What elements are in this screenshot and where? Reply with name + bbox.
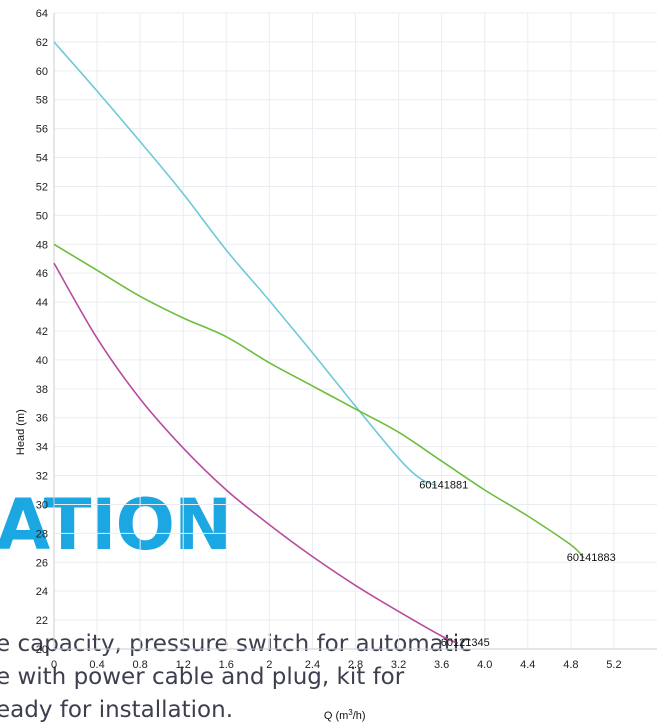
x-axis-label-sup: 3 [348, 708, 353, 717]
x-tick-label: 3.2 [391, 659, 406, 671]
y-tick-label: 34 [36, 442, 48, 454]
y-tick-label: 50 [36, 210, 48, 222]
x-tick-label: 1.2 [176, 659, 191, 671]
y-tick-label: 54 [36, 153, 48, 165]
chart-grid [53, 12, 657, 650]
x-axis-label-base: Q (m [324, 710, 348, 722]
x-tick-label: 4.0 [477, 659, 492, 671]
y-tick-label: 28 [36, 528, 48, 540]
y-tick-label: 30 [36, 499, 48, 511]
x-tick-label: 1.6 [219, 659, 234, 671]
y-tick-label: 40 [36, 355, 48, 367]
series-line-60121345 [53, 262, 459, 644]
x-tick-label: 0.8 [132, 659, 147, 671]
x-tick-label: 2 [266, 659, 272, 671]
y-tick-label: 38 [36, 384, 48, 396]
y-tick-label: 64 [36, 8, 48, 20]
chart-series [53, 41, 585, 644]
series-label-60141883: 60141883 [567, 552, 616, 564]
y-tick-label: 20 [36, 644, 48, 656]
y-tick-label: 42 [36, 326, 48, 338]
y-tick-label: 22 [36, 615, 48, 627]
y-tick-label: 62 [36, 37, 48, 49]
series-label-60121345: 60121345 [441, 637, 490, 649]
series-line-60141883 [53, 243, 585, 559]
y-tick-labels: 20 22 24 26 28 30 32 34 36 38 40 42 44 46 48 50 52 54 56 58… [36, 8, 48, 656]
x-tick-label: 2.4 [305, 659, 320, 671]
y-tick-label: 26 [36, 557, 48, 569]
series-line-60141881 [53, 41, 437, 487]
y-tick-label: 44 [36, 297, 48, 309]
x-tick-labels: 0 0.4 0.8 1.2 1.6 2 2.4 2.8 3.2 3.6 4.0 4.4 4.8 5.2 [51, 659, 622, 671]
x-tick-label: 0 [51, 659, 57, 671]
x-axis-label-end: /h) [353, 710, 366, 722]
y-tick-label: 24 [36, 586, 48, 598]
y-tick-label: 52 [36, 181, 48, 193]
x-tick-label: 5.2 [606, 659, 621, 671]
x-tick-label: 4.4 [520, 659, 535, 671]
chart-axes [53, 13, 657, 650]
background-text-line-3: eady for installation. [0, 697, 234, 723]
background-text-line-2: e with power cable and plug, kit for [0, 664, 405, 690]
series-labels: 60141881 60141883 60121345 [419, 480, 615, 650]
y-tick-label: 46 [36, 268, 48, 280]
x-tick-label: 0.4 [89, 659, 104, 671]
y-tick-label: 60 [36, 66, 48, 78]
x-tick-label: 3.6 [434, 659, 449, 671]
x-axis-label: Q (m3/h) [324, 708, 366, 722]
series-label-60141881: 60141881 [419, 480, 468, 492]
y-tick-label: 36 [36, 413, 48, 425]
x-tick-label: 4.8 [563, 659, 578, 671]
y-axis-label: Head (m) [15, 409, 27, 455]
background-heading: ATION [0, 484, 233, 566]
y-tick-label: 32 [36, 471, 48, 483]
x-tick-label: 2.8 [348, 659, 363, 671]
y-tick-label: 58 [36, 95, 48, 107]
background-text-line-1: e capacity, pressure switch for automati… [0, 631, 472, 657]
y-tick-label: 56 [36, 124, 48, 136]
y-tick-label: 48 [36, 239, 48, 251]
